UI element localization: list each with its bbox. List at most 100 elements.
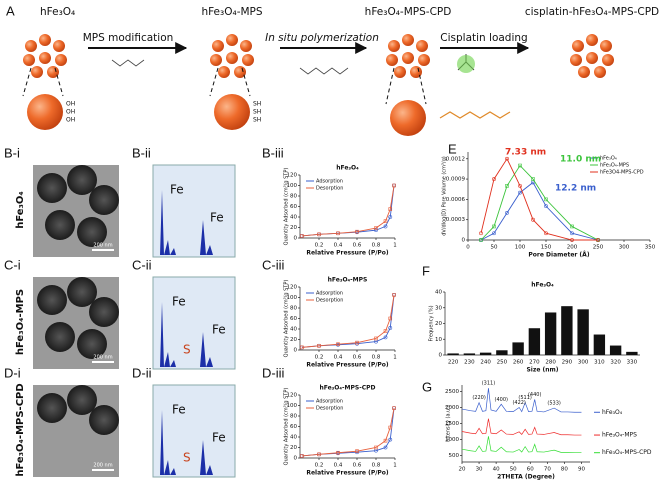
marker [388, 425, 393, 430]
marker [544, 197, 548, 202]
peak-label: (440) [528, 392, 541, 398]
chem-structure [111, 59, 349, 75]
y-tick-label: 40 [290, 435, 297, 441]
x-axis-label: Pore Diameter (Å) [528, 252, 589, 259]
tem-particle [37, 393, 67, 423]
y-tick-label: 2000 [445, 405, 459, 411]
marker [355, 229, 359, 234]
legend-label: Desorption [316, 186, 343, 192]
x-tick-label: 220 [448, 360, 459, 366]
sample-label: hFe₃O₄-MPS-CPD [15, 383, 26, 476]
panel-label: D-i [4, 365, 21, 380]
legend-label: Adsorption [316, 399, 343, 405]
y-tick-label: 40 [290, 327, 297, 333]
x-tick-label: 0.4 [334, 243, 343, 249]
axis-frame [299, 395, 395, 459]
tem-particle [89, 405, 119, 435]
marker [596, 238, 600, 242]
y-tick-label: 0 [294, 236, 298, 242]
nanoparticle [23, 54, 35, 66]
legend-label: Desorption [316, 406, 343, 412]
sphere [214, 94, 250, 130]
marker [492, 177, 496, 181]
marker [317, 232, 321, 237]
sample-label: hFe₃O₄-MPS [15, 289, 26, 355]
y-tick-label: 100 [287, 403, 298, 409]
annotation: 7.33 nm [505, 148, 546, 158]
marker [479, 231, 483, 236]
series-line [301, 185, 395, 237]
marker [388, 437, 393, 442]
marker [374, 226, 378, 230]
x-tick-label: 270 [529, 360, 540, 366]
x-tick-label: 30 [476, 467, 483, 473]
panel-label: E [448, 141, 457, 156]
x-tick-label: 300 [578, 360, 589, 366]
bar [593, 334, 606, 355]
legend-label: hFe₃O₄-MPS-CPD [602, 449, 652, 456]
bar [561, 306, 573, 355]
marker [374, 336, 378, 341]
bar [528, 328, 541, 355]
x-tick-label: 0.4 [334, 463, 343, 469]
scheme-label: hFe₃O₄ [40, 6, 75, 18]
y-tick-label: 40 [435, 290, 442, 296]
y-tick-label: 80 [290, 306, 297, 312]
x-tick-label: 330 [627, 360, 638, 366]
marker [392, 406, 396, 410]
x-tick-label: 40 [493, 467, 500, 473]
marker [479, 238, 483, 242]
y-axis-label: Quantity Adsorbed (cm³/g STP) [284, 168, 290, 246]
nanoparticle [586, 52, 598, 64]
nanoparticle [234, 66, 246, 78]
tem-particle [77, 329, 107, 359]
peak-label: (400) [495, 397, 508, 403]
eds-label: Fe [172, 295, 186, 309]
marker [317, 343, 321, 348]
annotation: 11.0 nm [560, 155, 601, 165]
marker [531, 177, 535, 181]
legend-label: Adsorption [316, 291, 343, 297]
x-tick-label: 280 [545, 360, 556, 366]
marker [388, 326, 393, 330]
y-tick-label: 60 [290, 204, 297, 210]
eds-panel [152, 384, 236, 478]
panel-label: C-iii [262, 257, 284, 272]
y-axis-label: dV/dlog(D) Pore Volume (cm³/g) [442, 156, 448, 236]
peak-label: (533) [547, 401, 560, 407]
legend-label: hFe3O4-MPS-CPD [600, 170, 644, 176]
x-tick-label: 320 [610, 360, 621, 366]
series-line [480, 164, 599, 241]
nanoparticle [226, 34, 238, 46]
panel-label: F [422, 263, 430, 278]
marker [518, 183, 522, 188]
x-tick-label: 0.6 [353, 243, 362, 249]
marker [544, 231, 548, 236]
y-tick-label: 20 [290, 337, 297, 343]
series-line [301, 408, 395, 457]
y-tick-label: 0.0009 [446, 177, 466, 183]
series-line [301, 294, 395, 348]
peak-label: (422) [512, 400, 525, 406]
legend-label: hFe₃O₄-MPS [600, 163, 629, 169]
x-tick-label: 0.6 [353, 463, 362, 469]
y-tick-label: 80 [290, 414, 297, 420]
chem-structure [439, 111, 511, 119]
x-tick-label: 0.8 [372, 355, 381, 361]
y-tick-label: 40 [290, 215, 297, 221]
eds-spectrum [156, 190, 232, 255]
arrow-label: MPS modification [83, 32, 174, 44]
marker [336, 231, 340, 236]
marker [505, 184, 509, 188]
y-tick-label: 30 [435, 305, 442, 311]
nanoparticle [240, 40, 252, 52]
annotation: 12.2 nm [555, 184, 596, 194]
group-label: OH [66, 109, 75, 116]
y-tick-label: 120 [287, 393, 298, 399]
group-label: SH [253, 109, 261, 116]
x-tick-label: 0.8 [372, 243, 381, 249]
x-tick-label: 1 [393, 463, 397, 469]
marker [388, 316, 393, 321]
marker [336, 342, 340, 347]
